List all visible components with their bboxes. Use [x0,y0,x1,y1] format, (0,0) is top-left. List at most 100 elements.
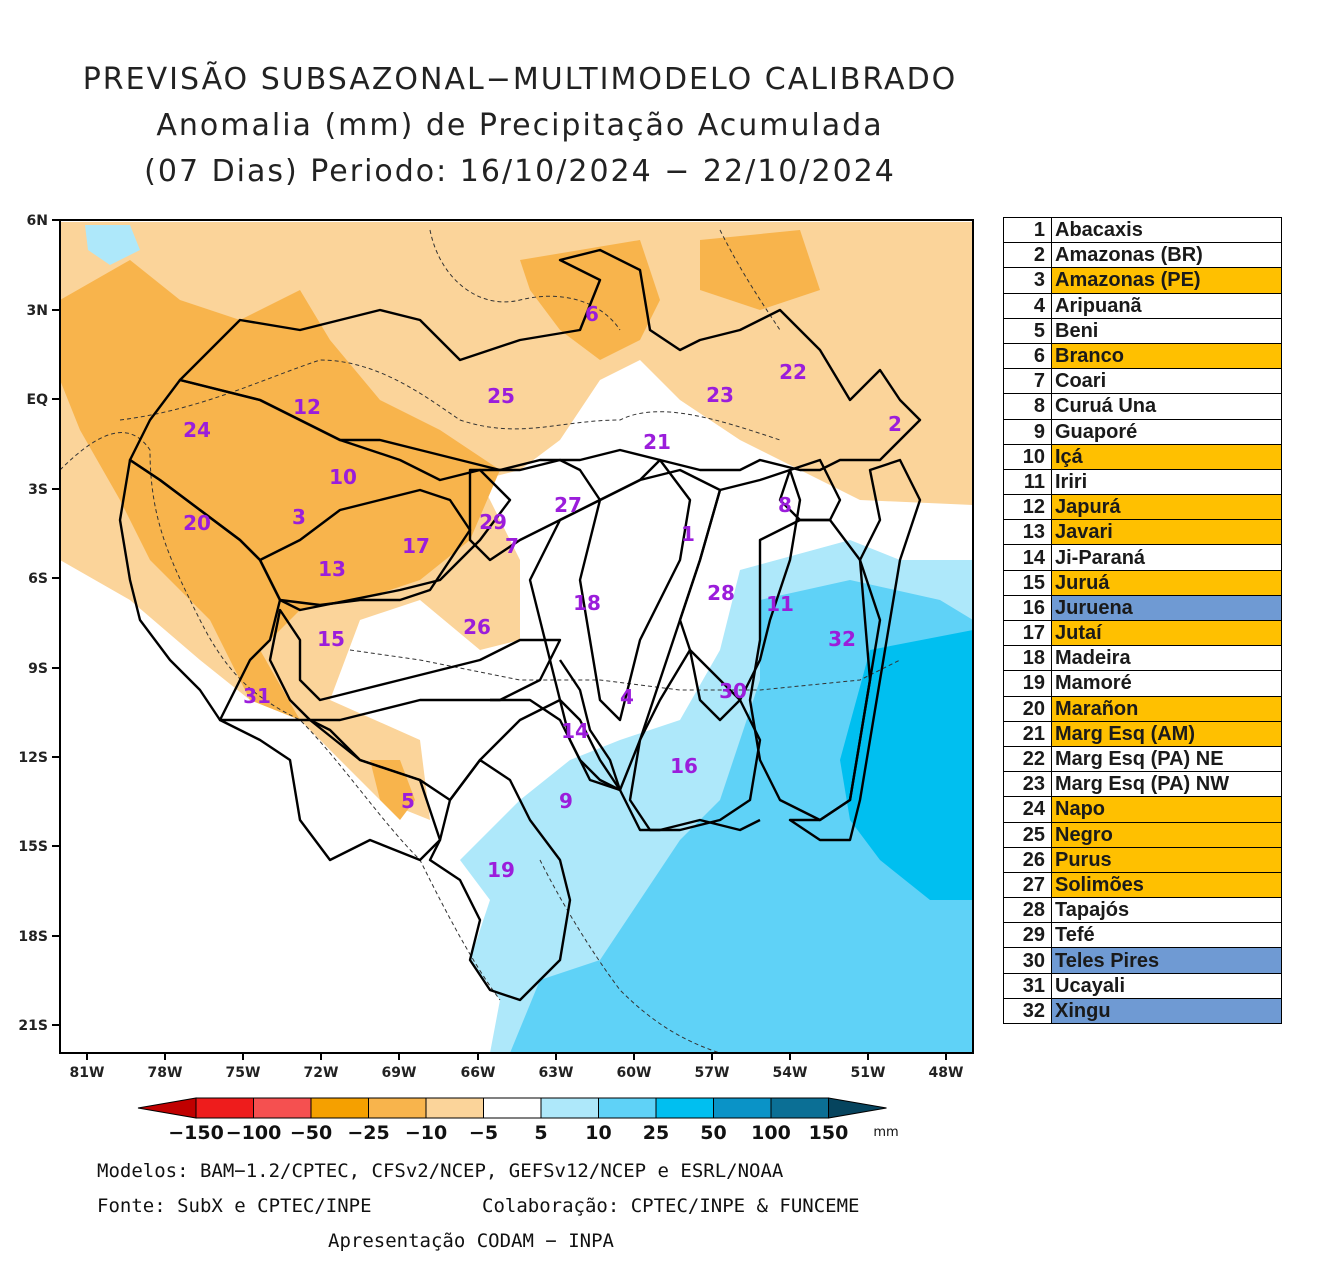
lat-label: 15S [18,839,48,855]
country-borders [60,229,901,1053]
colorbar-arrow-low [137,1097,197,1119]
basin-number-label: 24 [183,418,211,442]
colorbar-tick-label: 100 [751,1122,791,1144]
basin-number-label: 8 [778,493,792,517]
basin-legend-row: 32 Xingu [1003,997,1282,1025]
lat-label: 9S [28,661,48,677]
basin-legend-row: 30 Teles Pires [1003,947,1282,974]
colorbar-tick-label: −50 [290,1122,332,1144]
basin-legend-name: Madeira [1051,645,1282,672]
lon-label: 72W [304,1065,339,1081]
basin-legend-row: 29 Tefé [1003,922,1282,949]
basin-number-label: 32 [828,627,856,651]
colorbar-swatch [195,1097,254,1119]
basin-legend-name: Javari [1051,519,1282,546]
basin-number-label: 15 [317,627,345,651]
lon-label: 78W [148,1065,183,1081]
lon-label: 63W [539,1065,574,1081]
basin-legend-number: 26 [1003,846,1052,873]
wet-anomaly-nw [85,225,140,265]
basin-legend-name: Juruena [1051,594,1282,622]
lon-label: 54W [773,1065,808,1081]
basin-legend-name: Coari [1051,368,1282,395]
basin-number-labels: 1234567891011121314151617181920212223242… [183,302,902,882]
basin-legend-name: Beni [1051,317,1282,344]
colorbar-swatch [310,1097,369,1119]
basin-legend-number: 14 [1003,544,1052,571]
colorbar-unit: mm [873,1125,898,1140]
basin-number-label: 30 [719,679,747,703]
basin-legend-number: 22 [1003,745,1052,773]
basin-legend-number: 7 [1003,368,1052,395]
basin-legend-name: Guaporé [1051,418,1282,445]
basin-legend-number: 13 [1003,519,1052,546]
basin-legend-number: 23 [1003,771,1052,798]
basin-legend-number: 8 [1003,393,1052,420]
basin-legend-row: 20 Marañon [1003,695,1282,722]
basin-legend-number: 19 [1003,670,1052,697]
colorbar-tick-label: 50 [700,1122,726,1144]
basin-legend-name: Içá [1051,443,1282,470]
colorbar-swatch [713,1097,772,1119]
basin-legend-row: 14 Ji-Paraná [1003,544,1282,571]
footer-collaboration: Colaboração: CPTEC/INPE & FUNCEME [482,1195,860,1217]
basin-legend-name: Tapajós [1051,897,1282,924]
lon-label: 75W [226,1065,261,1081]
basin-legend-row: 23 Marg Esq (PA) NW [1003,771,1282,798]
basin-legend-row: 19 Mamoré [1003,670,1282,697]
colorbar-tick-label: −25 [347,1122,389,1144]
basin-legend-number: 31 [1003,972,1052,999]
colorbar-tick-label: −5 [469,1122,498,1144]
basin-legend-name: Juruá [1051,569,1282,596]
basin-legend-row: 6 Branco [1003,342,1282,370]
basin-legend-name: Ucayali [1051,972,1282,999]
basin-number-label: 27 [554,493,582,517]
basin-legend-number: 32 [1003,997,1052,1025]
basin-legend-name: Amazonas (BR) [1051,242,1282,269]
basin-legend-row: 7 Coari [1003,368,1282,395]
map-title-line-2: Anomalia (mm) de Precipitação Acumulada [156,108,884,143]
lon-label: 66W [461,1065,496,1081]
basin-legend-table: 1 Abacaxis 2 Amazonas (BR) 3 Amazonas (PE) 4 Ar… [1003,216,1282,1025]
basin-legend-row: 17 Jutaí [1003,619,1282,647]
basin-legend-row: 22 Marg Esq (PA) NE [1003,745,1282,773]
lat-label: 3S [28,482,48,498]
basin-legend-name: Napo [1051,796,1282,823]
wet-anomaly-core [840,630,973,900]
map-frame [59,219,974,1054]
basin-legend-number: 6 [1003,342,1052,370]
precipitation-anomaly-map: 6N 3N EQ 3S 6S 9S 12S 15S 18S 21S 81W 78W 75W 72W 69W… [18,213,974,1144]
lat-label: 6N [27,213,48,229]
colorbar-swatch [368,1097,427,1119]
colorbar-swatch [598,1097,657,1119]
basin-number-label: 19 [487,858,515,882]
basin-number-label: 28 [707,581,735,605]
lat-label: 21S [18,1018,48,1034]
lat-label: 12S [18,750,48,766]
basin-legend-row: 10 Içá [1003,443,1282,470]
basin-legend-row: 24 Napo [1003,796,1282,823]
basin-legend-row: 16 Juruena [1003,594,1282,622]
basin-legend-row: 5 Beni [1003,317,1282,344]
footer-models: Modelos: BAM−1.2/CPTEC, CFSv2/NCEP, GEFS… [97,1160,784,1182]
lon-label: 60W [617,1065,652,1081]
colorbar-swatch [770,1097,829,1119]
basin-legend-name: Japurá [1051,494,1282,521]
basin-legend-name: Tefé [1051,922,1282,949]
basin-legend-name: Iriri [1051,468,1282,496]
lat-label: 3N [27,303,48,319]
latitude-ticks [52,219,60,1026]
basin-legend-name: Solimões [1051,871,1282,899]
basin-legend-row: 25 Negro [1003,821,1282,848]
basin-number-label: 21 [643,430,671,454]
basin-legend-name: Purus [1051,846,1282,873]
basin-legend-number: 24 [1003,796,1052,823]
basin-legend-name: Abacaxis [1051,216,1282,244]
basin-number-label: 17 [402,534,430,558]
basin-legend-number: 21 [1003,720,1052,747]
colorbar-swatch [655,1097,714,1119]
lat-label: 18S [18,929,48,945]
footer-source: Fonte: SubX e CPTEC/INPE [97,1195,372,1217]
lon-label: 57W [695,1065,730,1081]
basin-legend-name: Marg Esq (AM) [1051,720,1282,747]
